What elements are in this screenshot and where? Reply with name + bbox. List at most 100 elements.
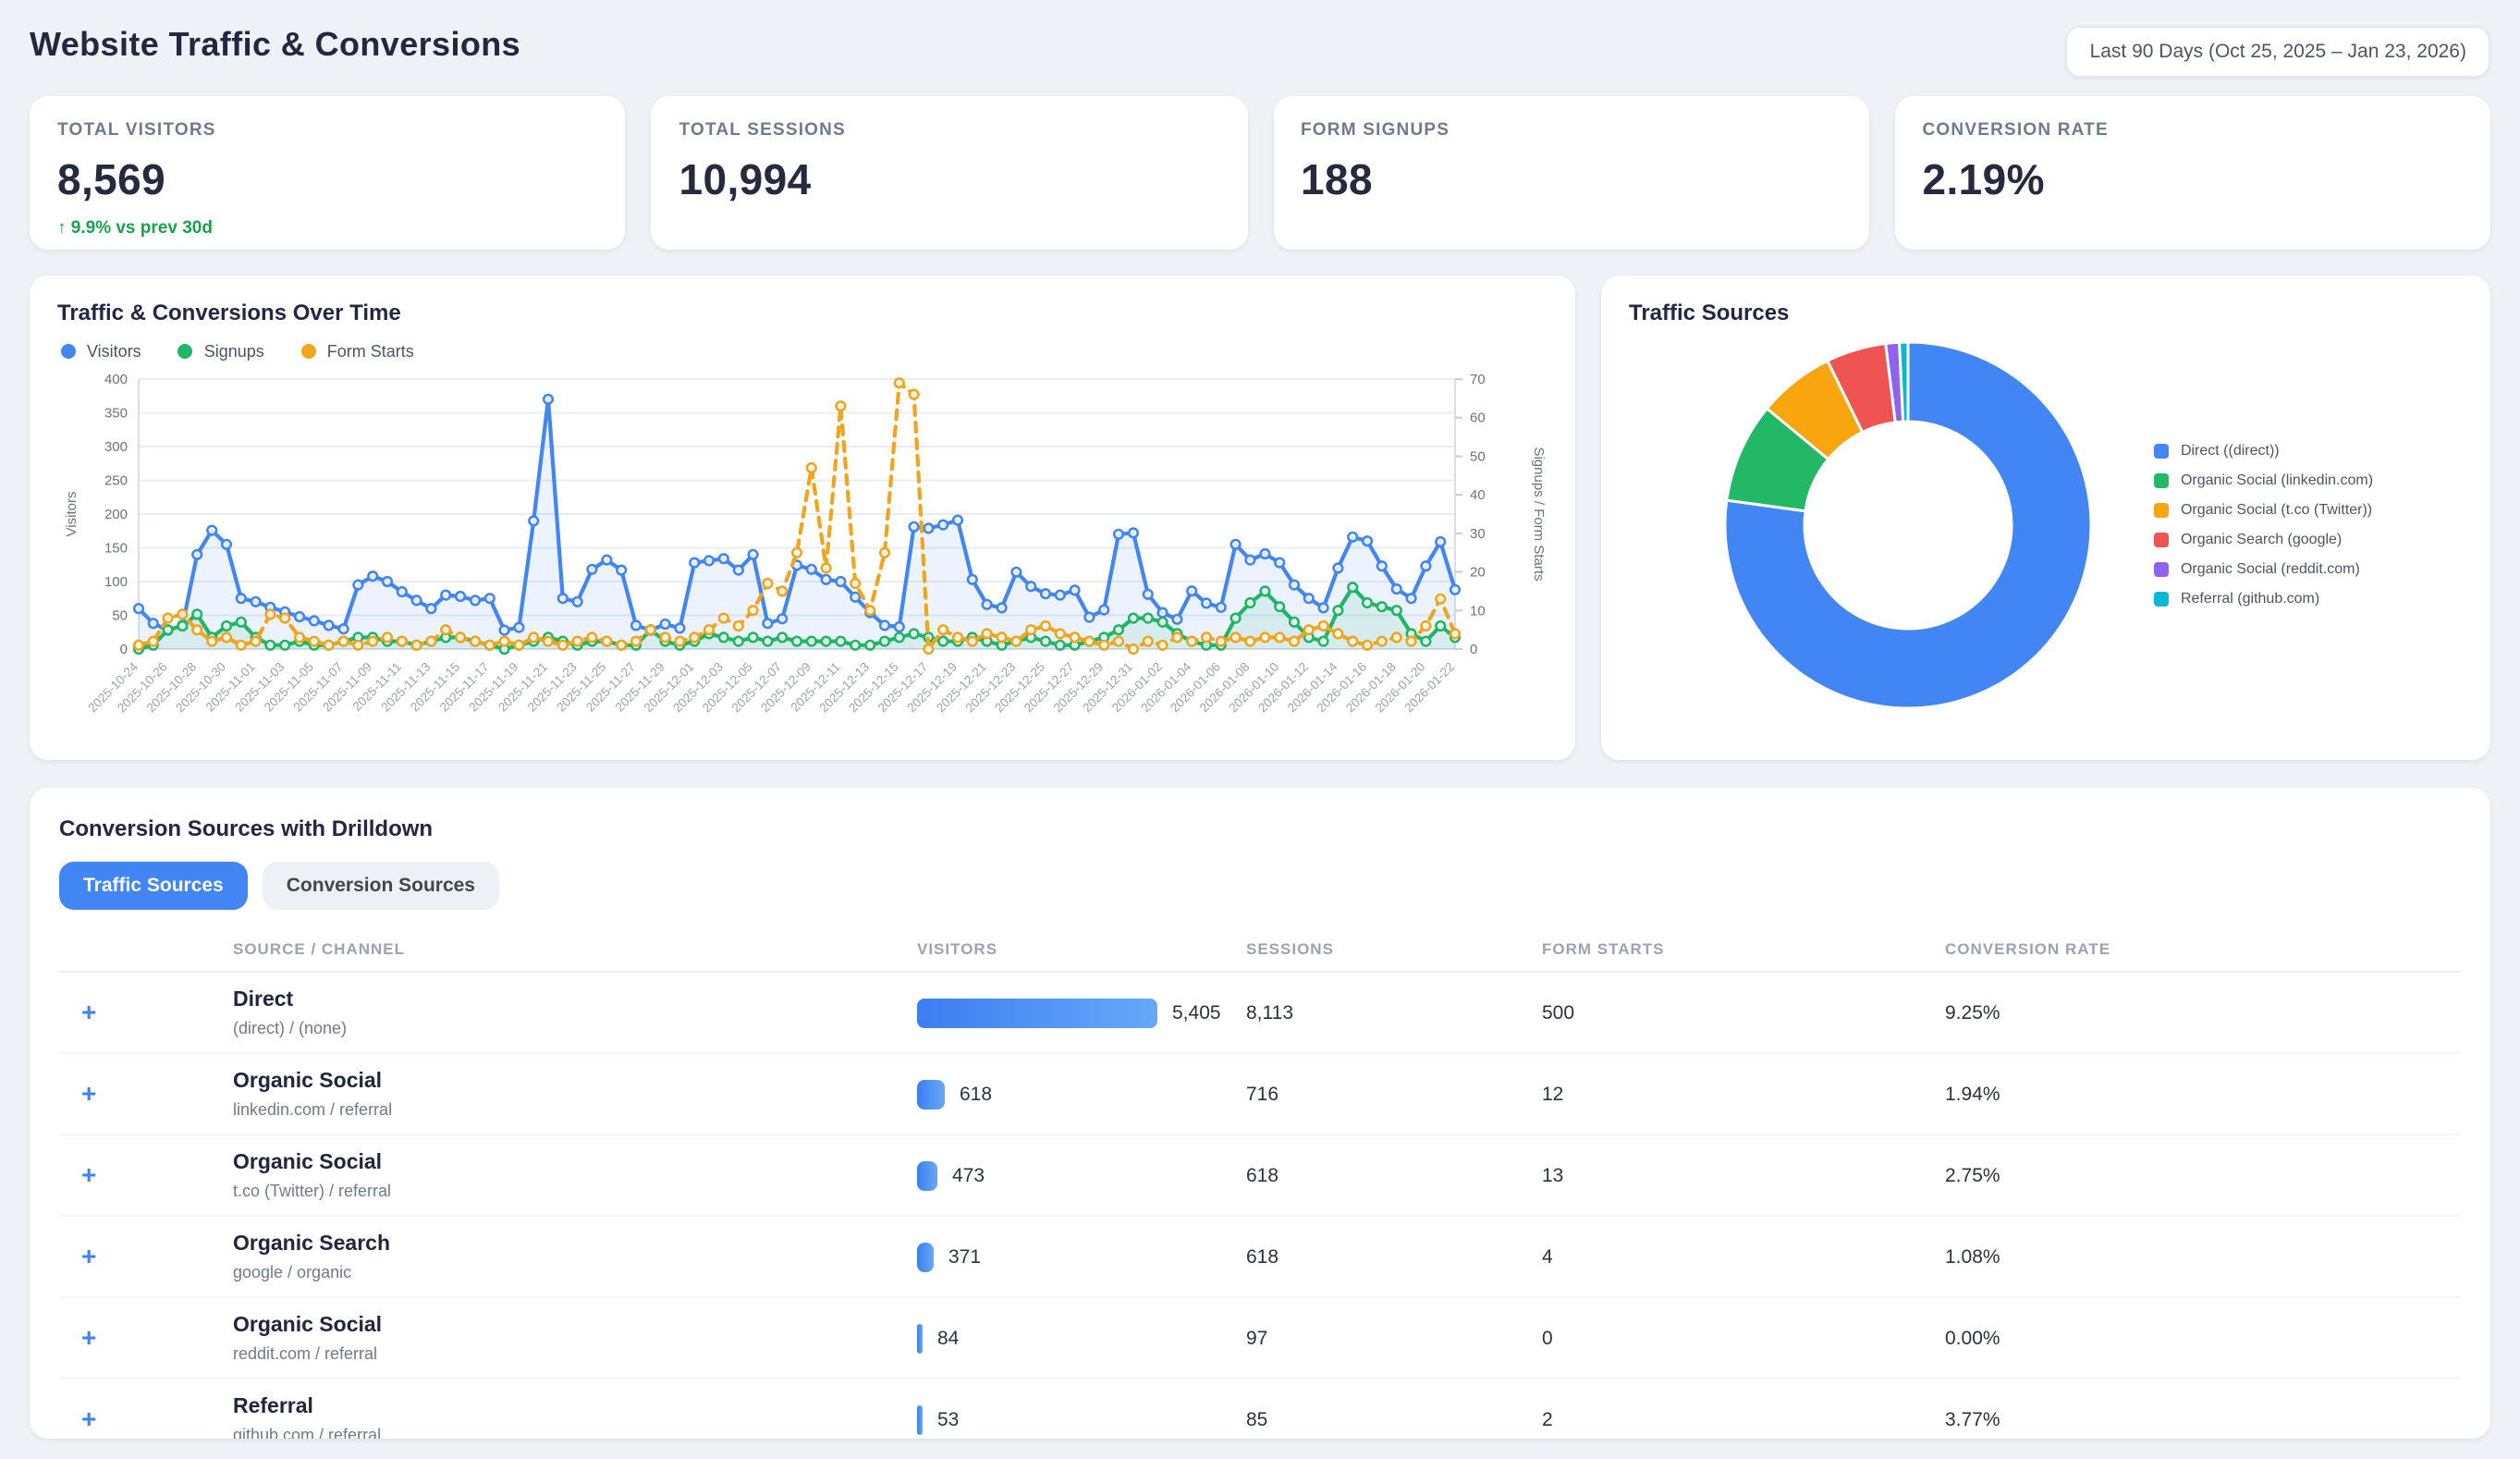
expander-cell: +	[59, 1240, 177, 1273]
visitors-bar	[917, 1079, 945, 1109]
conversion-rate-value: 3.77%	[1945, 1408, 2461, 1430]
legend-dot-icon	[301, 344, 316, 359]
timeseries-title: Traffic & Conversions Over Time	[57, 300, 1547, 325]
svg-text:300: 300	[104, 439, 128, 455]
kpi-row: TOTAL VISITORS8,569↑ 9.9% vs prev 30dTOT…	[30, 96, 2490, 250]
svg-text:350: 350	[104, 406, 128, 422]
source-channel: t.co (Twitter) / referral	[233, 1181, 917, 1199]
source-name: Organic Social	[233, 1151, 917, 1178]
form-starts-value: 500	[1542, 1001, 1945, 1024]
drilldown-tabs: Traffic Sources Conversion Sources	[59, 862, 2461, 910]
table-row: +Organic Searchgoogle / organic37161841.…	[59, 1217, 2461, 1298]
donut-legend-label: Organic Search (google)	[2181, 531, 2342, 547]
col-header-form-starts: FORM STARTS	[1542, 939, 1945, 958]
legend-swatch-icon	[2155, 591, 2170, 606]
visitors-cell: 473	[917, 1160, 1246, 1190]
svg-text:50: 50	[1470, 448, 1486, 464]
expand-row-button[interactable]: +	[59, 1240, 107, 1269]
svg-text:10: 10	[1470, 603, 1486, 619]
sessions-value: 8,113	[1246, 1001, 1542, 1024]
donut-legend-label: Referral (github.com)	[2181, 590, 2319, 607]
visitors-bar	[917, 1160, 937, 1190]
visitors-bar	[917, 1404, 923, 1434]
legend-label: Form Starts	[327, 342, 414, 361]
expander-cell: +	[59, 1159, 177, 1192]
svg-text:20: 20	[1470, 565, 1486, 581]
expander-cell: +	[59, 1403, 177, 1436]
kpi-card: CONVERSION RATE2.19%	[1895, 96, 2491, 250]
legend-item: Visitors	[61, 342, 141, 361]
donut-legend-item: Organic Search (google)	[2155, 531, 2373, 547]
donut-legend-item: Organic Social (t.co (Twitter))	[2155, 501, 2373, 518]
legend-swatch-icon	[2155, 561, 2170, 576]
source-name: Referral	[233, 1395, 917, 1422]
expander-cell: +	[59, 1077, 177, 1110]
sessions-value: 716	[1246, 1083, 1542, 1105]
svg-text:40: 40	[1470, 487, 1486, 503]
page-title: Website Traffic & Conversions	[30, 26, 520, 65]
visitors-cell: 371	[917, 1242, 1246, 1271]
visitors-cell: 618	[917, 1079, 1246, 1109]
table-header-row: SOURCE / CHANNEL VISITORS SESSIONS FORM …	[59, 939, 2461, 973]
expand-row-button[interactable]: +	[59, 1321, 107, 1351]
kpi-value: 10,994	[679, 155, 1220, 205]
table-row: +Referralgithub.com / referral538523.77%	[59, 1379, 2461, 1439]
conversion-rate-value: 9.25%	[1945, 1001, 2461, 1024]
expander-cell: +	[59, 1321, 177, 1355]
traffic-sources-title: Traffic Sources	[1629, 300, 2463, 325]
expand-row-button[interactable]: +	[59, 1159, 107, 1188]
drilldown-title: Conversion Sources with Drilldown	[59, 815, 2461, 841]
charts-row: Traffic & Conversions Over Time Visitors…	[30, 276, 2490, 760]
source-cell: Organic Socialreddit.com / referral	[177, 1314, 917, 1363]
visitors-bar	[917, 998, 1157, 1027]
form-starts-value: 13	[1542, 1164, 1945, 1186]
svg-text:0: 0	[1470, 642, 1477, 657]
source-channel: linkedin.com / referral	[233, 1099, 917, 1118]
expand-row-button[interactable]: +	[59, 1077, 107, 1107]
table-body: +Direct(direct) / (none)5,4058,1135009.2…	[59, 973, 2461, 1439]
form-starts-value: 2	[1542, 1408, 1945, 1430]
svg-text:100: 100	[104, 574, 128, 590]
sessions-value: 618	[1246, 1245, 1542, 1268]
conversion-rate-value: 1.94%	[1945, 1083, 2461, 1105]
legend-item: Signups	[178, 342, 264, 361]
source-cell: Referralgithub.com / referral	[177, 1395, 917, 1439]
form-starts-value: 4	[1542, 1245, 1945, 1268]
tab-conversion-sources[interactable]: Conversion Sources	[263, 862, 499, 910]
line-chart: 050100150200250300350400010203040506070V…	[57, 364, 1547, 764]
conversion-rate-value: 0.00%	[1945, 1327, 2461, 1349]
table-row: +Organic Socialreddit.com / referral8497…	[59, 1298, 2461, 1379]
visitors-value: 5,405	[1172, 1001, 1221, 1024]
source-channel: (direct) / (none)	[233, 1018, 917, 1036]
visitors-value: 618	[960, 1083, 992, 1105]
expander-cell: +	[59, 996, 177, 1029]
dashboard-page: Website Traffic & Conversions Last 90 Da…	[0, 0, 2520, 1459]
donut-legend: Direct ((direct))Organic Social (linkedi…	[2155, 442, 2373, 607]
expand-row-button[interactable]: +	[59, 1403, 107, 1432]
col-header-visitors: VISITORS	[917, 939, 1246, 958]
donut-legend-item: Organic Social (reddit.com)	[2155, 560, 2373, 577]
kpi-card: FORM SIGNUPS188	[1273, 96, 1869, 250]
legend-label: Visitors	[87, 342, 141, 361]
visitors-value: 84	[937, 1327, 959, 1349]
visitors-bar	[917, 1323, 923, 1353]
col-header-conversion-rate: CONVERSION RATE	[1945, 939, 2461, 958]
traffic-sources-card: Traffic Sources Direct ((direct))Organic…	[1601, 276, 2490, 760]
col-header-source: SOURCE / CHANNEL	[177, 939, 917, 958]
date-range-selector[interactable]: Last 90 Days (Oct 25, 2025 – Jan 23, 202…	[2066, 26, 2490, 78]
tab-traffic-sources[interactable]: Traffic Sources	[59, 862, 248, 910]
donut-legend-label: Organic Social (t.co (Twitter))	[2181, 501, 2372, 518]
svg-text:30: 30	[1470, 526, 1486, 542]
kpi-label: TOTAL VISITORS	[57, 120, 598, 141]
source-name: Organic Social	[233, 1314, 917, 1341]
source-cell: Organic Social t.co (Twitter) / referral	[177, 1151, 917, 1200]
visitors-bar	[917, 1242, 934, 1271]
kpi-delta: ↑ 9.9% vs prev 30d	[57, 218, 598, 239]
donut-legend-item: Organic Social (linkedin.com)	[2155, 472, 2373, 488]
expand-row-button[interactable]: +	[59, 996, 107, 1025]
table-row: +Direct(direct) / (none)5,4058,1135009.2…	[59, 973, 2461, 1054]
svg-text:400: 400	[104, 372, 128, 387]
donut-wrap: Direct ((direct))Organic Social (linkedi…	[1629, 325, 2463, 723]
svg-text:250: 250	[104, 473, 128, 489]
donut-chart	[1719, 334, 2099, 715]
